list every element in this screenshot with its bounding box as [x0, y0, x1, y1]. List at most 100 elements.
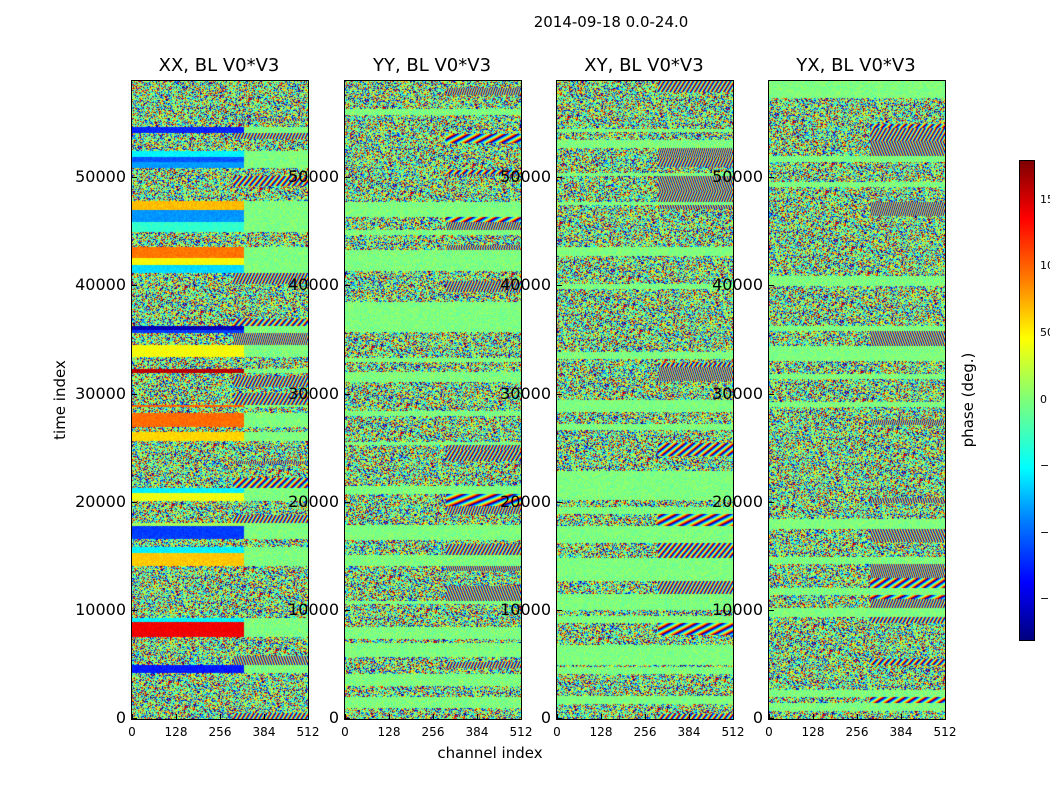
- x-tick-mark: [521, 714, 522, 719]
- phase-heatmap: [345, 81, 521, 719]
- x-tick-label: 128: [801, 725, 825, 739]
- x-tick-label: 128: [377, 725, 401, 739]
- phase-heatmap: [132, 81, 308, 719]
- x-tick-mark: [733, 714, 734, 719]
- y-tick-mark: [132, 501, 137, 503]
- y-tick-mark: [769, 285, 774, 287]
- x-tick-mark: [477, 714, 478, 719]
- y-tick-mark: [769, 501, 774, 503]
- x-tick-mark: [769, 714, 770, 719]
- y-tick-label: 0: [540, 708, 551, 727]
- x-tick-label: 512: [933, 725, 957, 739]
- colorbar-tick-label: −50: [1040, 459, 1050, 473]
- panel-title: YX, BL V0*V3: [796, 55, 916, 76]
- heatmap-panel: [556, 80, 734, 720]
- y-tick-mark: [345, 501, 350, 503]
- y-tick-mark: [557, 177, 562, 179]
- y-axis-label: time index: [51, 360, 69, 440]
- y-tick-label: 50000: [288, 167, 339, 187]
- y-tick-label: 30000: [288, 383, 339, 403]
- x-tick-label: 256: [208, 725, 232, 739]
- heatmap-panel: [344, 80, 522, 720]
- x-tick-mark: [345, 714, 346, 719]
- x-tick-label: 128: [164, 725, 188, 739]
- panel-title: YY, BL V0*V3: [372, 55, 492, 76]
- x-tick-mark: [601, 714, 602, 719]
- x-tick-label: 256: [421, 725, 445, 739]
- colorbar-tick-label: 150: [1040, 192, 1050, 206]
- figure-title: 2014-09-18 0.0-24.0: [533, 13, 689, 31]
- y-tick-label: 0: [328, 708, 339, 727]
- y-tick-label: 30000: [75, 383, 126, 403]
- y-tick-label: 20000: [712, 491, 763, 511]
- x-tick-mark: [901, 714, 902, 719]
- y-tick-mark: [345, 609, 350, 611]
- y-tick-label: 40000: [75, 275, 126, 295]
- x-tick-mark: [308, 714, 309, 719]
- colorbar-tick-label: 50: [1040, 325, 1050, 339]
- x-tick-mark: [689, 714, 690, 719]
- y-tick-label: 10000: [75, 599, 126, 619]
- y-tick-mark: [132, 177, 137, 179]
- x-axis-label: channel index: [437, 744, 543, 762]
- x-tick-mark: [433, 714, 434, 719]
- y-tick-mark: [345, 177, 350, 179]
- y-tick-mark: [769, 393, 774, 395]
- colorbar-tick-label: 100: [1040, 259, 1050, 273]
- x-tick-label: 128: [589, 725, 613, 739]
- x-tick-label: 512: [721, 725, 745, 739]
- x-tick-label: 384: [677, 725, 701, 739]
- x-tick-label: 512: [296, 725, 320, 739]
- x-tick-mark: [813, 714, 814, 719]
- y-tick-label: 40000: [712, 275, 763, 295]
- colorbar-tick-label: 0: [1040, 392, 1047, 406]
- y-tick-mark: [132, 718, 137, 719]
- colorbar-tick-label: −150: [1040, 592, 1050, 606]
- x-tick-label: 256: [845, 725, 869, 739]
- y-tick-label: 10000: [500, 599, 551, 619]
- x-tick-mark: [176, 714, 177, 719]
- y-tick-label: 40000: [288, 275, 339, 295]
- x-tick-label: 0: [765, 725, 773, 739]
- y-tick-label: 20000: [75, 491, 126, 511]
- y-tick-mark: [769, 177, 774, 179]
- y-tick-label: 30000: [712, 383, 763, 403]
- y-tick-mark: [769, 609, 774, 611]
- y-tick-label: 50000: [75, 167, 126, 187]
- colorbar-tick-label: −100: [1040, 525, 1050, 539]
- x-tick-label: 0: [553, 725, 561, 739]
- panel-title: XX, BL V0*V3: [158, 55, 280, 76]
- x-tick-mark: [132, 714, 133, 719]
- x-tick-label: 384: [465, 725, 489, 739]
- y-tick-label: 50000: [712, 167, 763, 187]
- heatmap-panel: [768, 80, 946, 720]
- x-tick-mark: [645, 714, 646, 719]
- phase-colorbar: [1019, 160, 1035, 641]
- y-tick-label: 10000: [712, 599, 763, 619]
- colorbar-label: phase (deg.): [959, 352, 977, 448]
- y-tick-mark: [345, 718, 350, 719]
- x-tick-label: 384: [889, 725, 913, 739]
- y-tick-mark: [557, 609, 562, 611]
- x-tick-label: 0: [341, 725, 349, 739]
- y-tick-label: 0: [752, 708, 763, 727]
- y-tick-label: 20000: [288, 491, 339, 511]
- y-tick-mark: [132, 285, 137, 287]
- panel-title: XY, BL V0*V3: [584, 55, 704, 76]
- x-tick-label: 384: [252, 725, 276, 739]
- y-tick-mark: [132, 393, 137, 395]
- y-tick-mark: [132, 609, 137, 611]
- x-tick-mark: [220, 714, 221, 719]
- y-tick-label: 30000: [500, 383, 551, 403]
- x-tick-mark: [945, 714, 946, 719]
- x-tick-label: 256: [633, 725, 657, 739]
- y-tick-label: 40000: [500, 275, 551, 295]
- x-tick-mark: [557, 714, 558, 719]
- x-tick-label: 0: [128, 725, 136, 739]
- y-tick-mark: [345, 393, 350, 395]
- y-tick-label: 50000: [500, 167, 551, 187]
- y-tick-mark: [557, 393, 562, 395]
- y-tick-mark: [769, 718, 774, 719]
- phase-heatmap: [769, 81, 945, 719]
- heatmap-panel: [131, 80, 309, 720]
